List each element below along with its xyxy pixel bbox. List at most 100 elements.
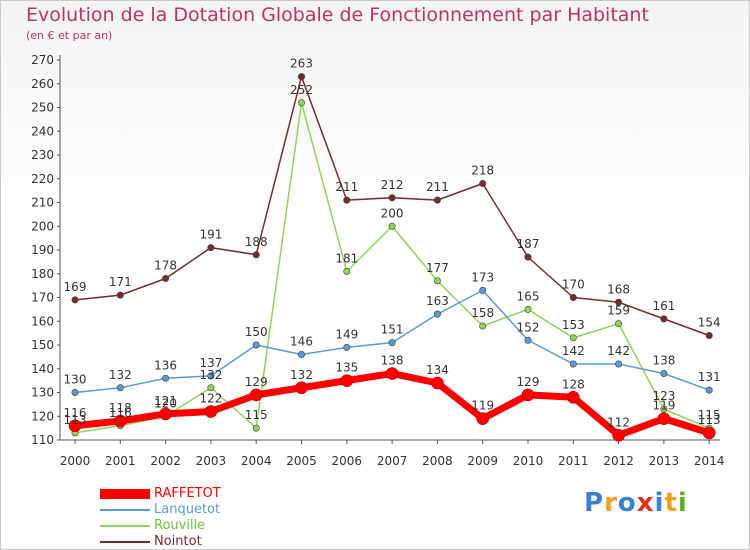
- data-point: [660, 405, 668, 413]
- data-label: 129: [517, 375, 540, 389]
- data-label: 142: [562, 344, 585, 358]
- data-label: 178: [154, 259, 177, 273]
- logo-letter: r: [604, 488, 618, 518]
- x-tick-label: 2003: [196, 454, 227, 468]
- x-tick-label: 2013: [649, 454, 680, 468]
- data-label: 129: [245, 375, 268, 389]
- data-point: [252, 424, 260, 432]
- data-point: [388, 222, 396, 230]
- x-tick-label: 2007: [377, 454, 408, 468]
- logo-letter: P: [584, 488, 605, 518]
- data-point: [388, 339, 396, 347]
- x-tick-label: 2005: [286, 454, 317, 468]
- y-tick-label: 220: [31, 172, 54, 186]
- x-tick-label: 2002: [150, 454, 181, 468]
- data-label: 146: [290, 335, 313, 349]
- data-point: [479, 286, 487, 294]
- y-tick-label: 130: [31, 386, 54, 400]
- legend-swatch: [100, 489, 150, 499]
- y-tick-label: 170: [31, 291, 54, 305]
- data-label: 188: [245, 235, 268, 249]
- data-point: [660, 315, 668, 323]
- data-point: [705, 386, 713, 394]
- data-label: 154: [698, 316, 721, 330]
- data-label: 211: [335, 180, 358, 194]
- data-label: 137: [199, 356, 222, 370]
- data-point: [433, 196, 441, 204]
- x-tick-label: 2010: [513, 454, 544, 468]
- data-point: [207, 372, 215, 380]
- y-tick-label: 120: [31, 409, 54, 423]
- y-tick-label: 260: [31, 77, 54, 91]
- data-label: 136: [154, 358, 177, 372]
- data-point: [343, 343, 351, 351]
- y-tick-label: 210: [31, 196, 54, 210]
- y-tick-label: 270: [31, 53, 54, 67]
- data-point: [476, 412, 490, 425]
- data-point: [116, 291, 124, 299]
- data-point: [524, 336, 532, 344]
- logo-letter: o: [617, 488, 637, 518]
- data-point: [433, 277, 441, 285]
- data-label: 152: [517, 320, 540, 334]
- legend-label: RAFFETOT: [154, 486, 221, 501]
- data-label: 134: [426, 363, 449, 377]
- data-point: [340, 374, 354, 387]
- data-label: 170: [562, 278, 585, 292]
- data-label: 115: [245, 408, 268, 422]
- data-label: 120: [154, 396, 177, 410]
- data-point: [615, 320, 623, 328]
- legend-label: Lanquetot: [154, 502, 221, 517]
- legend-swatch: [100, 509, 150, 511]
- data-label: 177: [426, 261, 449, 275]
- x-tick-label: 2001: [105, 454, 136, 468]
- data-label: 116: [109, 406, 132, 420]
- data-label: 158: [471, 306, 494, 320]
- data-label: 113: [64, 413, 87, 427]
- data-label: 132: [109, 368, 132, 382]
- data-label: 165: [517, 289, 540, 303]
- data-point: [252, 251, 260, 259]
- data-point: [252, 341, 260, 349]
- data-label: 132: [290, 368, 313, 382]
- data-point: [159, 407, 172, 421]
- data-label: 135: [335, 361, 358, 375]
- data-label: 163: [426, 294, 449, 308]
- data-point: [207, 384, 215, 392]
- data-label: 150: [245, 325, 268, 339]
- data-label: 211: [426, 180, 449, 194]
- y-tick-label: 230: [31, 148, 54, 162]
- data-label: 200: [381, 206, 404, 220]
- data-point: [524, 305, 532, 313]
- proxiti-logo: Proxiti: [584, 488, 688, 518]
- data-point: [343, 196, 351, 204]
- x-tick-label: 2009: [467, 454, 498, 468]
- data-point: [162, 374, 170, 382]
- data-point: [566, 390, 580, 404]
- data-point: [204, 405, 218, 418]
- data-point: [68, 419, 82, 433]
- logo-letter: t: [664, 488, 678, 518]
- y-tick-label: 200: [31, 219, 54, 233]
- y-tick-label: 190: [31, 243, 54, 257]
- data-label: 113: [698, 413, 721, 427]
- data-label: 121: [154, 394, 177, 408]
- y-tick-label: 250: [31, 101, 54, 115]
- y-tick-label: 150: [31, 338, 54, 352]
- data-label: 112: [607, 415, 630, 429]
- data-point: [569, 293, 577, 301]
- chart-title: Evolution de la Dotation Globale de Fonc…: [26, 4, 649, 26]
- data-label: 151: [381, 323, 404, 337]
- data-label: 131: [698, 370, 721, 384]
- data-point: [388, 194, 396, 202]
- data-label: 159: [607, 304, 630, 318]
- data-label: 115: [698, 408, 721, 422]
- data-label: 138: [652, 354, 675, 368]
- logo-letter: x: [636, 488, 655, 518]
- data-point: [297, 99, 305, 107]
- legend-swatch: [100, 541, 150, 543]
- x-tick-label: 2012: [603, 454, 634, 468]
- data-point: [521, 388, 535, 402]
